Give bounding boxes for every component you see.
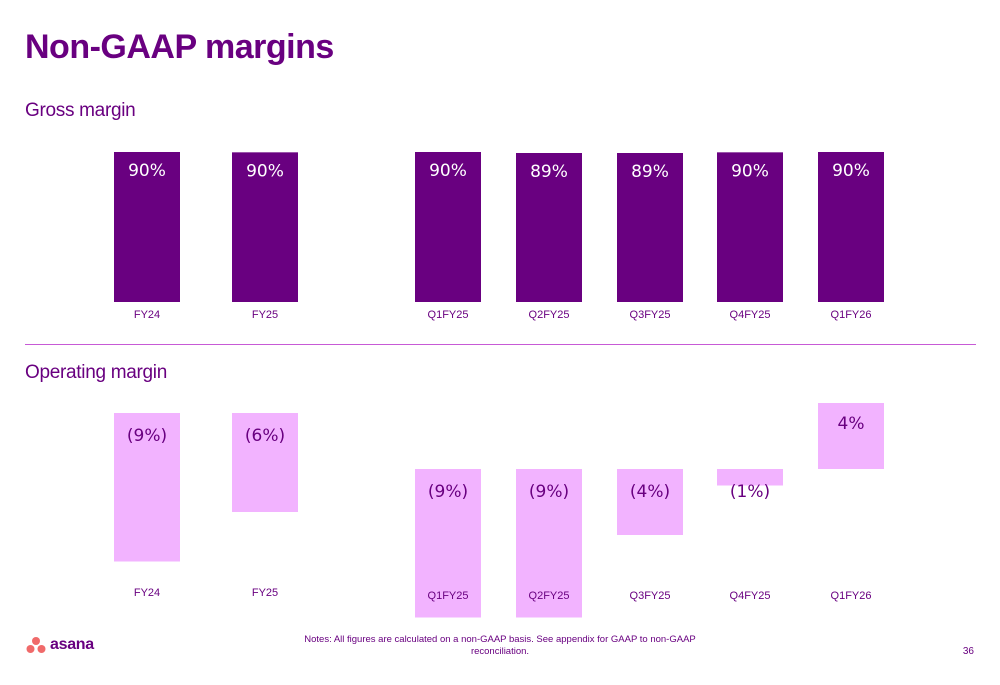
asana-logo: asana (26, 636, 94, 654)
operating-value-label-q2fy25: (9%) (529, 482, 569, 502)
operating-bar-q3fy25 (617, 469, 683, 535)
operating-value-label-fy25: (6%) (245, 426, 285, 446)
operating-margin-heading: Operating margin (25, 362, 167, 383)
gross-category-label-q2fy25: Q2FY25 (529, 309, 570, 321)
gross-value-label-q3fy25: 89% (631, 162, 669, 182)
gross-value-label-q4fy25: 90% (731, 161, 769, 181)
operating-value-label-q1fy26: 4% (838, 414, 865, 434)
page-number: 36 (962, 646, 974, 657)
operating-category-label-q2fy25: Q2FY25 (529, 590, 570, 602)
operating-value-label-q1fy25: (9%) (428, 482, 468, 502)
gross-value-label-q1fy25: 90% (429, 161, 467, 181)
operating-value-label-fy24: (9%) (127, 426, 167, 446)
operating-bar-q1fy26 (818, 403, 884, 469)
gross-bar-q2fy25 (516, 153, 582, 302)
gross-bar-q1fy26 (818, 152, 884, 302)
section-divider (25, 344, 976, 345)
operating-margin-chart: (9%) FY24 (6%) FY25 (9%) Q1FY25 (9%) Q2FY25 (4%)… (114, 403, 884, 618)
gross-value-label-q1fy26: 90% (832, 161, 870, 181)
operating-value-label-q3fy25: (4%) (630, 482, 670, 502)
gross-value-label-q2fy25: 89% (530, 162, 568, 182)
gross-value-label-fy25: 90% (246, 161, 284, 181)
operating-bar-q2fy25 (516, 469, 582, 618)
gross-bar-q4fy25 (717, 152, 783, 302)
logo-text: asana (50, 636, 94, 653)
operating-bar-fy25 (232, 413, 298, 512)
operating-bar-q4fy25 (717, 469, 783, 486)
operating-bar-fy24 (114, 413, 180, 562)
gross-value-label-fy24: 90% (128, 161, 166, 181)
gross-category-label-q1fy26: Q1FY26 (831, 309, 872, 321)
operating-category-label-q4fy25: Q4FY25 (730, 590, 771, 602)
gross-bar-q1fy25 (415, 152, 481, 302)
gross-bar-fy24 (114, 152, 180, 302)
page-title: Non-GAAP margins (25, 28, 334, 66)
operating-bar-q1fy25 (415, 469, 481, 618)
gross-category-label-q4fy25: Q4FY25 (730, 309, 771, 321)
gross-category-label-fy24: FY24 (134, 309, 160, 321)
operating-category-label-q3fy25: Q3FY25 (630, 590, 671, 602)
operating-value-label-q4fy25: (1%) (730, 482, 770, 502)
gross-category-label-q3fy25: Q3FY25 (630, 309, 671, 321)
operating-category-label-q1fy26: Q1FY26 (831, 590, 872, 602)
gross-category-label-q1fy25: Q1FY25 (428, 309, 469, 321)
gross-bar-q3fy25 (617, 153, 683, 302)
gross-bar-fy25 (232, 152, 298, 302)
operating-category-label-q1fy25: Q1FY25 (428, 590, 469, 602)
asana-three-dots-icon (26, 637, 46, 653)
operating-category-label-fy25: FY25 (252, 587, 278, 599)
operating-category-label-fy24: FY24 (134, 587, 160, 599)
gross-category-label-fy25: FY25 (252, 309, 278, 321)
gross-margin-heading: Gross margin (25, 100, 136, 121)
gross-margin-chart: 90% FY24 90% FY25 90% Q1FY25 89% Q2FY25 89% Q3FY2… (114, 152, 884, 321)
footnote: Notes: All figures are calculated on a n… (304, 634, 696, 657)
